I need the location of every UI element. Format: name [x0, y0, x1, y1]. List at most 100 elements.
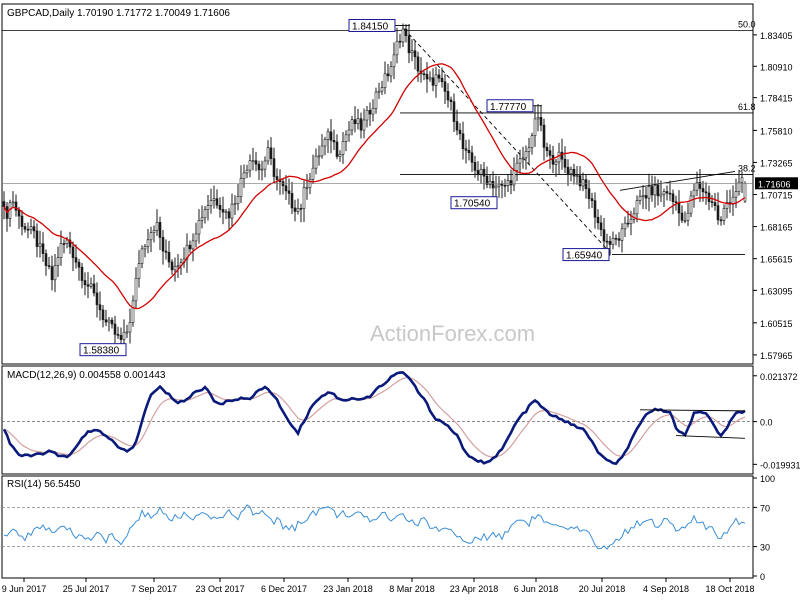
- price-candle: [437, 69, 441, 83]
- x-tick-label: 8 Mar 2018: [389, 584, 435, 594]
- price-candle: [743, 181, 747, 203]
- price-candle: [209, 188, 213, 214]
- price-candle: [518, 149, 522, 174]
- price-candle: [674, 195, 678, 211]
- price-candle: [482, 162, 486, 190]
- macd-upper-trendline: [639, 409, 746, 412]
- price-candle: [257, 160, 261, 180]
- price-candle: [41, 232, 45, 262]
- price-candle: [686, 202, 690, 227]
- price-candle: [665, 185, 669, 201]
- price-candle: [155, 209, 159, 236]
- x-tick-label: 25 Jul 2017: [63, 584, 110, 594]
- price-candle: [341, 131, 345, 164]
- price-candle: [443, 73, 447, 104]
- price-candle: [62, 239, 66, 254]
- price-level-callout: 1.58380: [79, 343, 127, 357]
- price-candle: [539, 105, 543, 132]
- price-candle: [194, 222, 198, 248]
- price-candle: [572, 163, 576, 185]
- price-header: GBPCAD,Daily 1.70190 1.71772 1.70049 1.7…: [7, 8, 230, 19]
- price-candle: [218, 197, 222, 218]
- price-candle: [332, 129, 336, 151]
- x-tick-label: 4 Sep 2018: [643, 584, 689, 594]
- rsi-y-tick-label: 70: [760, 503, 770, 513]
- price-candle: [74, 244, 78, 269]
- price-candle: [431, 68, 435, 92]
- price-candle: [275, 168, 279, 191]
- x-tick-label: 9 Jun 2017: [2, 584, 47, 594]
- price-candle: [596, 209, 600, 230]
- price-candle: [683, 211, 687, 224]
- x-tick-label: 23 Oct 2017: [195, 584, 244, 594]
- price-candle: [662, 188, 666, 208]
- price-candle: [716, 192, 720, 225]
- price-candle: [89, 277, 93, 289]
- price-candle: [401, 23, 405, 48]
- price-candle: [35, 223, 39, 258]
- price-candle: [242, 164, 246, 188]
- price-y-tick-label: 1.70715: [760, 191, 793, 201]
- price-candle: [158, 216, 162, 250]
- price-candle: [383, 61, 387, 95]
- price-y-tick-label: 1.75810: [760, 126, 793, 136]
- price-candle: [719, 216, 723, 226]
- price-candle: [269, 137, 273, 166]
- price-candle: [740, 171, 744, 193]
- macd-header: MACD(12,26,9) 0.004558 0.001443: [7, 370, 166, 381]
- price-candle: [140, 245, 144, 269]
- price-y-tick-label: 1.73265: [760, 158, 793, 168]
- price-candle: [380, 80, 384, 96]
- price-level-callout: 1.70540: [450, 196, 498, 210]
- price-candle: [557, 142, 561, 175]
- price-y-tick-label: 1.65615: [760, 255, 793, 265]
- price-candle: [188, 240, 192, 253]
- price-candle: [581, 172, 585, 192]
- price-candle: [368, 102, 372, 126]
- price-candle: [527, 137, 531, 165]
- price-candle: [479, 164, 483, 184]
- price-candle: [614, 234, 618, 246]
- price-candle: [206, 194, 210, 221]
- price-candle: [470, 145, 474, 172]
- price-candle: [536, 103, 540, 132]
- price-candle: [311, 154, 315, 185]
- price-candle: [587, 180, 591, 209]
- price-candle: [473, 155, 477, 178]
- price-candle: [107, 317, 111, 332]
- price-candle: [407, 23, 411, 64]
- price-y-tick-label: 1.68165: [760, 223, 793, 233]
- price-candle: [524, 145, 528, 170]
- price-candle: [620, 223, 624, 253]
- price-candle: [464, 139, 468, 164]
- price-candle: [371, 99, 375, 122]
- price-candle: [530, 132, 534, 155]
- price-candle: [503, 178, 507, 197]
- price-candle: [239, 165, 243, 204]
- price-candle: [374, 87, 378, 114]
- price-level-callout: 1.77770: [486, 99, 534, 113]
- price-candle: [365, 105, 369, 128]
- x-tick-label: 23 Apr 2018: [450, 584, 499, 594]
- price-candle: [635, 195, 639, 223]
- price-candle: [80, 262, 84, 289]
- price-candle: [650, 175, 654, 202]
- price-candle: [704, 182, 708, 205]
- price-candle: [722, 204, 726, 225]
- price-candle: [467, 139, 471, 161]
- current-price-tag: [755, 177, 798, 190]
- price-candle: [113, 315, 117, 344]
- price-candle: [338, 150, 342, 162]
- svg-text:1.65940: 1.65940: [566, 251, 603, 262]
- price-candle: [425, 61, 429, 93]
- price-candle: [245, 164, 249, 179]
- price-candle: [56, 246, 60, 277]
- price-candle: [20, 210, 24, 236]
- price-candle: [272, 147, 276, 183]
- price-candle: [698, 169, 702, 203]
- price-candle: [191, 233, 195, 262]
- x-tick-label: 6 Jun 2018: [514, 584, 559, 594]
- price-level-callout: 1.65940: [562, 248, 610, 262]
- price-candle: [350, 116, 354, 136]
- macd-y-tick-label: 0.021372: [760, 372, 798, 382]
